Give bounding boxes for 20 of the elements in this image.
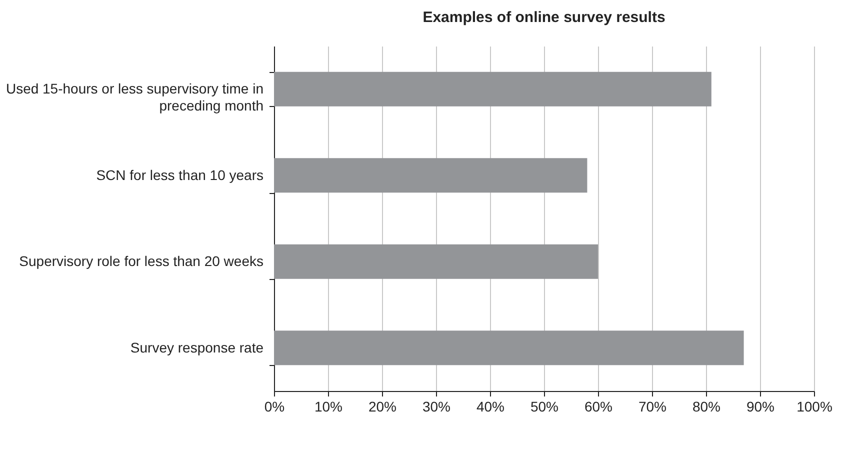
x-tick-label: 0% <box>264 398 285 414</box>
bar <box>274 244 598 279</box>
x-tick-label: 10% <box>314 398 343 414</box>
y-tick-label: Used 15-hours or less supervisory time in preceding month <box>6 80 264 114</box>
y-tick-label: Survey response rate <box>130 339 264 356</box>
x-tick-label: 100% <box>796 398 832 414</box>
y-tick-label: SCN for less than 10 years <box>96 166 264 183</box>
bar <box>274 330 744 366</box>
x-tick-label: 60% <box>584 398 613 414</box>
chart-title: Examples of online survey results <box>422 9 666 26</box>
x-tick-label: 70% <box>638 398 667 414</box>
x-tick-label: 50% <box>530 398 559 414</box>
y-tick-label: Supervisory role for less than 20 weeks <box>19 253 264 270</box>
bar <box>274 72 712 106</box>
x-tick-label: 20% <box>368 398 397 414</box>
x-tick-label: 40% <box>476 398 505 414</box>
x-tick-label: 90% <box>746 398 775 414</box>
bar <box>274 158 588 193</box>
x-tick-label: 80% <box>692 398 721 414</box>
x-tick-label: 30% <box>422 398 451 414</box>
